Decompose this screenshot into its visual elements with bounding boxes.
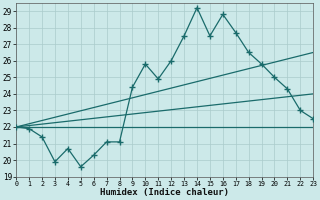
X-axis label: Humidex (Indice chaleur): Humidex (Indice chaleur) xyxy=(100,188,229,197)
